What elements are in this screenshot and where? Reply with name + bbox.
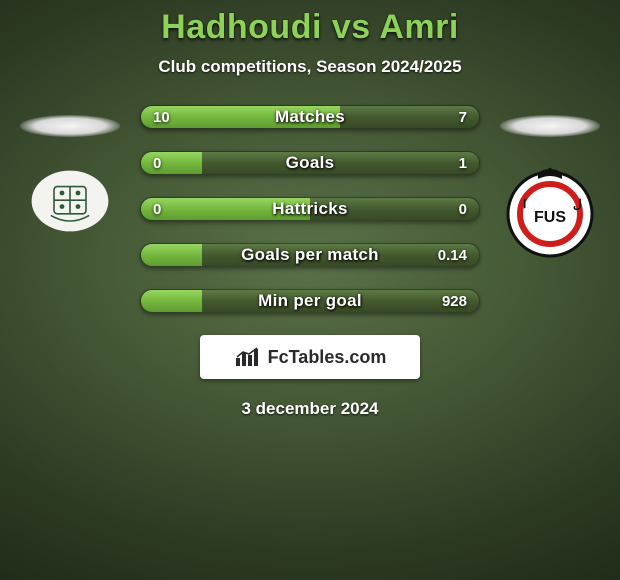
bar-label: Matches (141, 106, 479, 128)
club-crest-right-icon: FUS ا ل (500, 159, 600, 259)
bar-chart-icon (234, 346, 262, 368)
bar-label: Min per goal (141, 290, 479, 312)
page-title: Hadhoudi vs Amri (0, 8, 620, 47)
subtitle: Club competitions, Season 2024/2025 (0, 57, 620, 77)
brand-box[interactable]: FcTables.com (200, 335, 420, 379)
stat-bar: 01Goals (140, 151, 480, 175)
brand-text: FcTables.com (268, 347, 387, 368)
player-shadow-left (20, 115, 120, 137)
stats-wrap: 107Matches 01Goals 00Hattricks 0.14Goals pe… (0, 105, 620, 313)
svg-text:FUS: FUS (534, 209, 566, 226)
right-player-col: FUS ا ل (490, 105, 610, 259)
stat-bar: 0.14Goals per match (140, 243, 480, 267)
date-label: 3 december 2024 (0, 399, 620, 419)
club-badge-right: FUS ا ل (500, 159, 600, 259)
infographic-root: Hadhoudi vs Amri Club competitions, Seas… (0, 0, 620, 419)
club-badge-left (20, 159, 120, 259)
stat-bar: 928Min per goal (140, 289, 480, 313)
left-player-col (10, 105, 130, 259)
player-shadow-right (500, 115, 600, 137)
stat-bar: 107Matches (140, 105, 480, 129)
svg-text:ل: ل (573, 197, 582, 211)
bar-label: Goals per match (141, 244, 479, 266)
stat-bar: 00Hattricks (140, 197, 480, 221)
bar-label: Goals (141, 152, 479, 174)
club-crest-left-icon (20, 169, 120, 249)
stat-bars: 107Matches 01Goals 00Hattricks 0.14Goals pe… (130, 105, 490, 313)
svg-text:ا: ا (523, 197, 526, 211)
bar-label: Hattricks (141, 198, 479, 220)
